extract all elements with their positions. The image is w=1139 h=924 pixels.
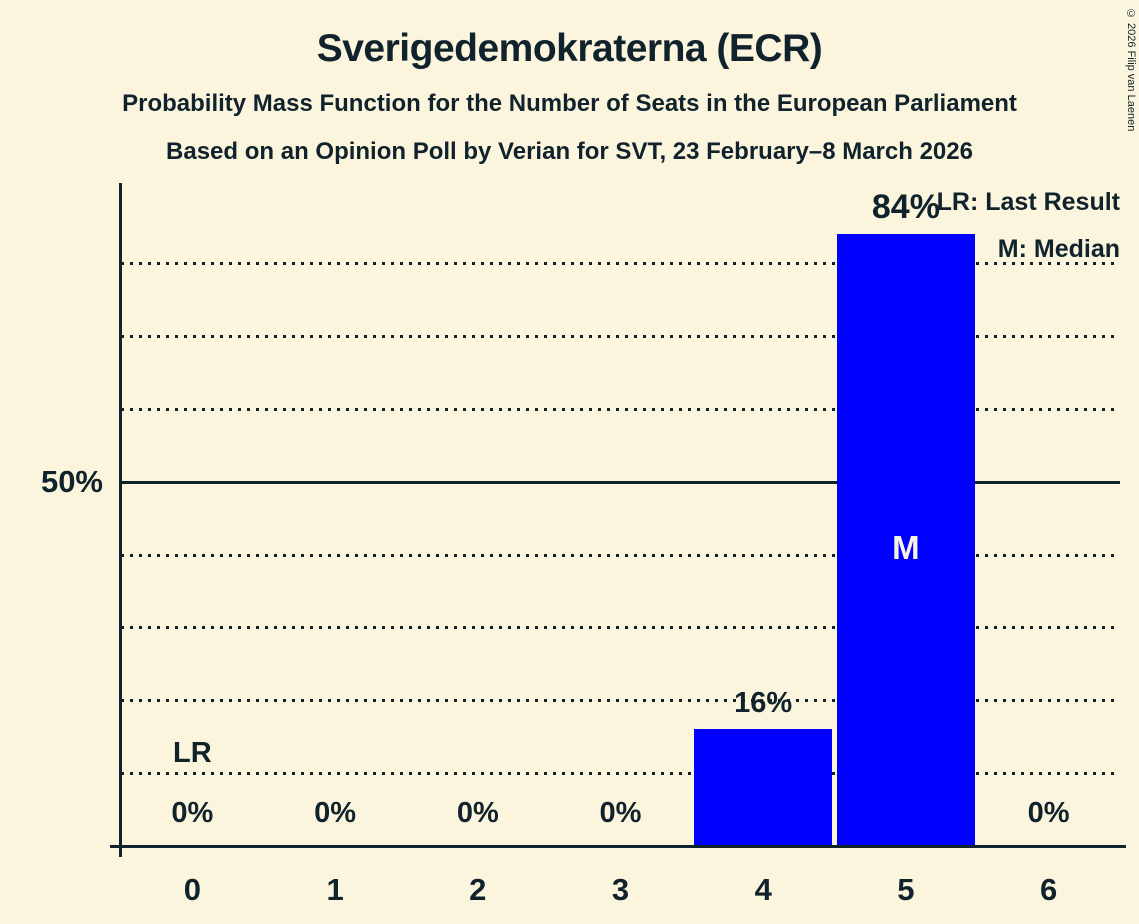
gridline-80 [121, 262, 1120, 266]
gridline-10 [121, 772, 1120, 776]
x-tick-label-6: 6 [1040, 872, 1058, 907]
value-label-seats-4: 16% [734, 687, 793, 720]
x-tick-label-4: 4 [754, 872, 772, 907]
value-label-seats-0: 0% [171, 797, 214, 829]
value-label-seats-3: 0% [599, 797, 642, 829]
x-tick-label-2: 2 [469, 872, 487, 907]
gridline-30 [121, 626, 1120, 630]
y-axis-tick-label: 50% [40, 464, 103, 499]
median-marker: M [892, 529, 920, 567]
page-title: Sverigedemokraterna (ECR) [316, 27, 823, 70]
gridline-60 [121, 407, 1120, 411]
x-tick-label-0: 0 [183, 872, 201, 907]
chart-source-line: Based on an Opinion Poll by Verian for S… [166, 138, 973, 165]
gridline-40 [121, 553, 1120, 557]
legend-median: M: Median [997, 235, 1120, 263]
legend-last-result: LR: Last Result [936, 188, 1120, 216]
value-label-seats-6: 0% [1027, 797, 1070, 829]
value-label-seats-5: 84% [871, 188, 940, 226]
value-label-seats-1: 0% [314, 797, 357, 829]
major-gridline-50 [121, 480, 1120, 484]
x-tick-label-1: 1 [326, 872, 344, 907]
chart-subtitle: Probability Mass Function for the Number… [122, 90, 1017, 117]
bar-seats-4 [694, 729, 833, 846]
gridline-20 [121, 699, 1120, 703]
last-result-marker: LR [173, 737, 212, 770]
x-tick-label-3: 3 [611, 872, 630, 907]
y-axis-line [119, 183, 122, 857]
copyright-note: © 2026 Filip van Laenen [1125, 8, 1137, 132]
gridline-70 [121, 335, 1120, 338]
plot-area: 0% 0% 0% 0% 16% 84% 0% LR M [121, 183, 1120, 846]
x-axis-line [110, 845, 1126, 848]
bar-seats-5 [836, 234, 975, 846]
x-tick-label-5: 5 [897, 872, 915, 907]
value-label-seats-2: 0% [456, 797, 499, 829]
